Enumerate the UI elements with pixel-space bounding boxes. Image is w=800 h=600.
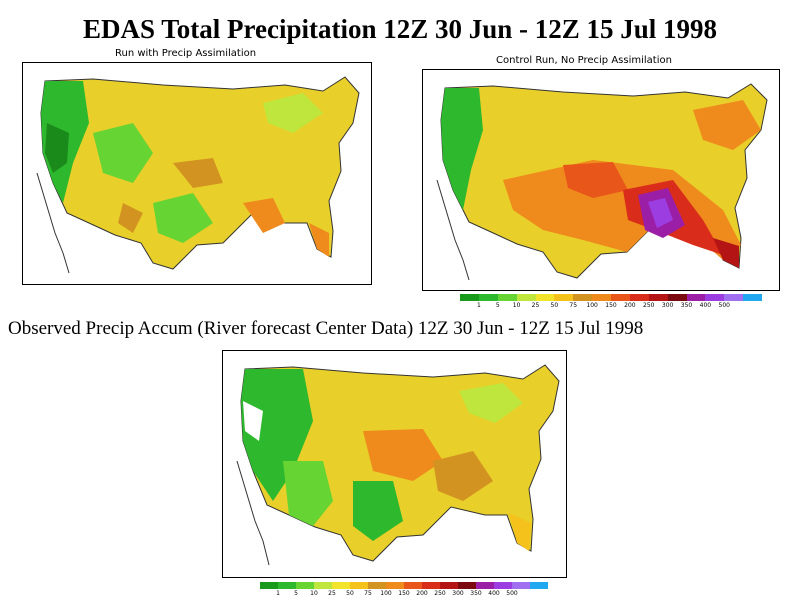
colorbar-swatch <box>648 294 668 301</box>
colorbar-level-label: 400 <box>699 302 712 309</box>
assim-panel-label: Run with Precip Assimilation <box>115 48 257 59</box>
colorbar-level-label: 350 <box>470 590 482 597</box>
observed-map-graphic <box>236 364 560 566</box>
colorbar-swatch <box>404 582 422 589</box>
colorbar-level-label: 250 <box>434 590 446 597</box>
observed-panel-label: Observed Precip Accum (River forecast Ce… <box>8 318 644 339</box>
colorbar-swatch <box>592 294 611 301</box>
observed-colorbar-labels: 1 5 10 25 50 75 100 150 200 250 300 350 400 500 <box>260 589 548 597</box>
colorbar-level-label: 75 <box>364 590 372 597</box>
colorbar-level-label: 250 <box>643 302 655 309</box>
colorbar-level-label: 200 <box>624 302 636 309</box>
colorbar-level-label: 25 <box>531 302 540 309</box>
colorbar-level-label: 10 <box>512 302 521 309</box>
colorbar-swatch <box>629 294 649 301</box>
control-colorbar-labels: 1 5 10 25 50 75 100 150 200 250 300 350 400 500 <box>460 301 762 309</box>
colorbar-swatch <box>386 582 404 589</box>
colorbar-level-label: 100 <box>380 590 392 597</box>
colorbar-swatch <box>350 582 368 589</box>
colorbar-swatch <box>478 294 498 301</box>
colorbar-swatch <box>724 294 744 301</box>
colorbar-level-label: 500 <box>506 590 518 597</box>
colorbar-swatch <box>296 582 314 589</box>
colorbar-swatch <box>314 582 332 589</box>
colorbar-level-label: 100 <box>586 302 598 309</box>
colorbar-level-label: 10 <box>310 590 318 597</box>
colorbar-swatch <box>494 582 512 589</box>
control-map-graphic <box>436 83 768 281</box>
colorbar-swatch <box>743 294 762 301</box>
colorbar-swatch <box>554 294 574 301</box>
observed-colorbar: 1 5 10 25 50 75 100 150 200 250 300 350 400 500 <box>260 582 548 597</box>
page-title: EDAS Total Precipitation 12Z 30 Jun - 12… <box>82 14 718 44</box>
observed-precip-map <box>222 350 567 578</box>
colorbar-level-label: 1 <box>276 590 280 597</box>
colorbar-swatch <box>368 582 386 589</box>
colorbar-level-label: 150 <box>398 590 410 597</box>
colorbar-swatch <box>332 582 350 589</box>
control-colorbar-swatches <box>460 294 762 301</box>
colorbar-level-label: 25 <box>328 590 336 597</box>
control-colorbar: 1 5 10 25 50 75 100 150 200 250 300 350 400 500 <box>460 294 762 309</box>
colorbar-level-label: 50 <box>346 590 354 597</box>
colorbar-level-label: 1 <box>476 302 481 309</box>
colorbar-swatch <box>705 294 725 301</box>
colorbar-level-label: 5 <box>495 302 500 309</box>
colorbar-swatch <box>278 582 296 589</box>
colorbar-swatch <box>476 582 494 589</box>
colorbar-swatch <box>422 582 440 589</box>
colorbar-level-label: 350 <box>680 302 693 309</box>
colorbar-swatch <box>611 294 630 301</box>
colorbar-level-label: 50 <box>550 302 559 309</box>
assim-map-graphic <box>36 76 360 274</box>
assim-precip-map <box>22 62 372 285</box>
control-precip-map <box>422 69 780 291</box>
colorbar-swatch <box>530 582 548 589</box>
colorbar-level-label: 75 <box>569 302 578 309</box>
colorbar-level-label: 200 <box>416 590 428 597</box>
control-panel-label: Control Run, No Precip Assimilation <box>496 55 672 66</box>
colorbar-swatch <box>686 294 706 301</box>
colorbar-swatch <box>535 294 555 301</box>
colorbar-level-label: 300 <box>452 590 464 597</box>
colorbar-swatch <box>497 294 517 301</box>
colorbar-swatch <box>667 294 687 301</box>
colorbar-level-label: 500 <box>718 302 730 309</box>
observed-colorbar-swatches <box>260 582 548 589</box>
colorbar-swatch <box>573 294 593 301</box>
colorbar-swatch <box>260 582 278 589</box>
colorbar-swatch <box>460 294 479 301</box>
colorbar-level-label: 300 <box>661 302 674 309</box>
colorbar-level-label: 400 <box>488 590 500 597</box>
colorbar-swatch <box>458 582 476 589</box>
colorbar-level-label: 5 <box>294 590 298 597</box>
colorbar-level-label: 150 <box>605 302 617 309</box>
colorbar-swatch <box>512 582 530 589</box>
colorbar-swatch <box>516 294 536 301</box>
colorbar-swatch <box>440 582 458 589</box>
